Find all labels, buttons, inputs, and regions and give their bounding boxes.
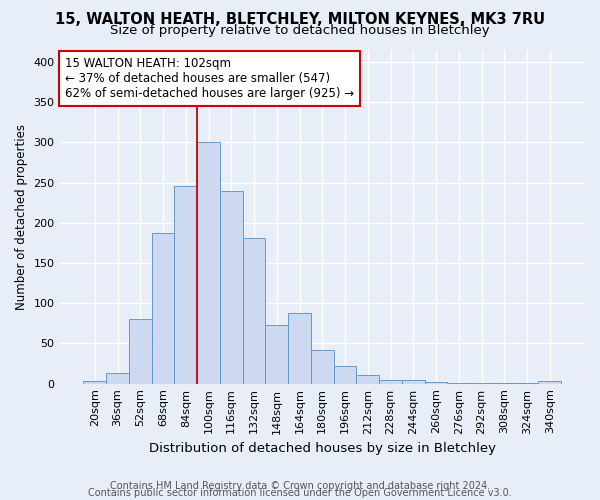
Bar [425, 382, 448, 384]
Bar [220, 190, 242, 384]
Bar [311, 350, 334, 384]
Text: Size of property relative to detached houses in Bletchley: Size of property relative to detached ho… [110, 24, 490, 37]
Bar [175, 186, 197, 384]
Text: 15, WALTON HEATH, BLETCHLEY, MILTON KEYNES, MK3 7RU: 15, WALTON HEATH, BLETCHLEY, MILTON KEYN… [55, 12, 545, 28]
Bar [129, 320, 152, 384]
X-axis label: Distribution of detached houses by size in Bletchley: Distribution of detached houses by size … [149, 442, 496, 455]
Text: 15 WALTON HEATH: 102sqm
← 37% of detached houses are smaller (547)
62% of semi-d: 15 WALTON HEATH: 102sqm ← 37% of detache… [65, 56, 354, 100]
Text: Contains public sector information licensed under the Open Government Licence v3: Contains public sector information licen… [88, 488, 512, 498]
Text: Contains HM Land Registry data © Crown copyright and database right 2024.: Contains HM Land Registry data © Crown c… [110, 481, 490, 491]
Bar [242, 238, 265, 384]
Bar [288, 313, 311, 384]
Bar [106, 373, 129, 384]
Bar [197, 142, 220, 384]
Bar [448, 383, 470, 384]
Bar [265, 325, 288, 384]
Bar [402, 380, 425, 384]
Bar [493, 383, 515, 384]
Bar [538, 382, 561, 384]
Bar [152, 234, 175, 384]
Bar [83, 382, 106, 384]
Bar [470, 383, 493, 384]
Bar [515, 383, 538, 384]
Bar [334, 366, 356, 384]
Bar [379, 380, 402, 384]
Y-axis label: Number of detached properties: Number of detached properties [15, 124, 28, 310]
Bar [356, 375, 379, 384]
